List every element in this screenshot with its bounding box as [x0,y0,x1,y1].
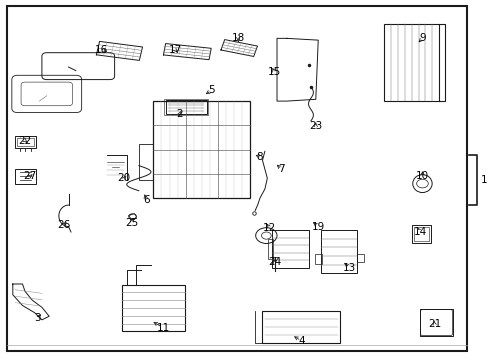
Bar [419,309,452,336]
Text: 27: 27 [23,171,36,181]
Bar [268,239,273,259]
Bar [356,253,364,262]
Text: 7: 7 [278,164,285,174]
Text: 21: 21 [427,319,440,329]
Text: 26: 26 [57,220,70,230]
Text: 11: 11 [156,323,169,333]
Text: 23: 23 [308,121,322,131]
Bar [165,100,206,114]
Text: 15: 15 [267,67,281,77]
Text: 5: 5 [208,85,214,95]
Text: 17: 17 [168,45,182,55]
Text: 25: 25 [125,218,138,228]
Text: 16: 16 [95,45,108,55]
Text: 2: 2 [176,109,183,119]
Bar [262,311,339,343]
Text: 20: 20 [118,173,131,183]
Text: 12: 12 [263,224,276,233]
Text: 24: 24 [267,257,281,267]
Bar [314,253,322,264]
Bar [411,225,430,243]
Text: 3: 3 [34,313,41,323]
Bar [320,230,356,273]
Bar [164,99,208,115]
Bar [383,24,439,101]
Text: 10: 10 [415,171,428,181]
Text: 13: 13 [343,263,356,273]
Text: 9: 9 [418,33,425,43]
Bar [413,226,428,241]
Text: 14: 14 [412,227,426,237]
Bar [139,144,153,180]
Bar [15,136,36,148]
Bar [17,138,34,146]
Text: 18: 18 [231,33,244,43]
Text: 22: 22 [18,136,32,145]
Text: 19: 19 [311,222,324,231]
Bar [272,230,308,268]
Text: 6: 6 [142,195,149,205]
Text: 4: 4 [297,336,304,346]
Text: 1: 1 [480,175,486,185]
Bar [15,168,36,184]
Text: 8: 8 [256,152,263,162]
Bar [153,101,250,198]
Bar [122,285,184,331]
